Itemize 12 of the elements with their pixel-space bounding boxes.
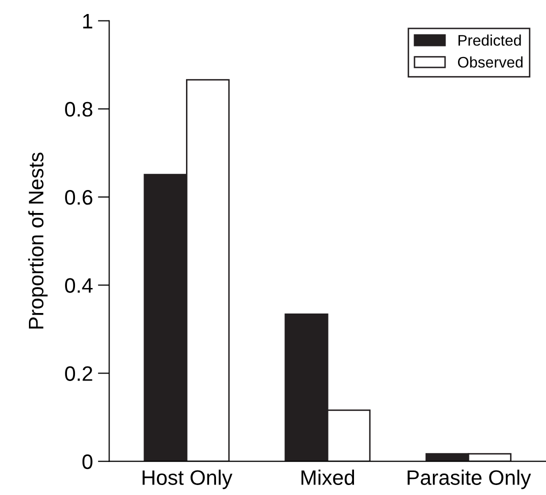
y-tick-label: 0.8: [65, 102, 92, 117]
y-tick-label: 0.4: [65, 278, 93, 293]
x-tick-label: Mixed: [302, 470, 354, 485]
y-tick-label: 1: [83, 14, 92, 28]
y-tick-label: 0.2: [65, 366, 92, 381]
legend-label: Predicted: [458, 34, 521, 46]
x-tick-label: Parasite Only: [408, 470, 531, 490]
legend-label: Observed: [458, 56, 523, 68]
x-tick-label: Host Only: [142, 470, 232, 490]
y-tick-label: 0: [82, 454, 92, 470]
y-tick-label: 0.6: [65, 190, 92, 205]
y-axis-title: Proportion of Nests: [28, 152, 48, 329]
